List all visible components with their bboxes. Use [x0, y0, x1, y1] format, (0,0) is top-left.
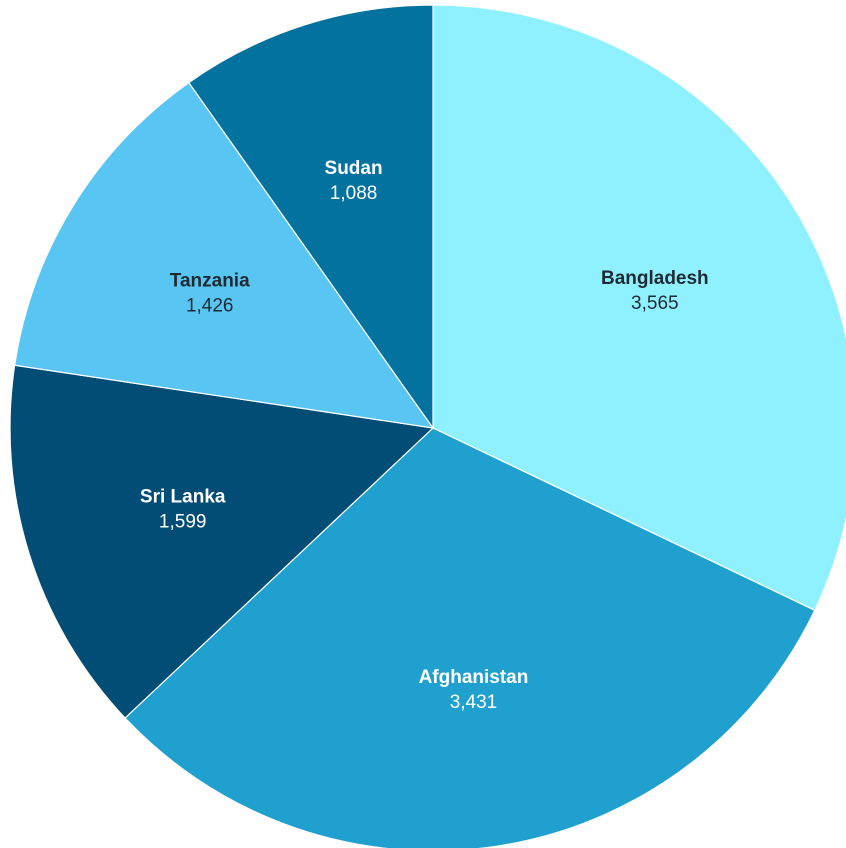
pie-slice-afghanistan — [124, 427, 816, 848]
slice-label-sri-lanka: Sri Lanka — [140, 486, 226, 507]
pie-labels: Bangladesh 3,565 Afghanistan 3,431 Sri Lanka… — [140, 158, 709, 713]
slice-value-afghanistan: 3,431 — [450, 692, 498, 713]
slice-label-afghanistan: Afghanistan — [419, 667, 529, 688]
slice-value-sudan: 1,088 — [330, 183, 378, 204]
slice-label-sudan: Sudan — [325, 158, 383, 179]
pie-slice-tanzania — [13, 81, 435, 429]
pie-slices — [9, 4, 846, 848]
pie-slice-bangladesh — [432, 4, 846, 612]
slice-value-bangladesh: 3,565 — [631, 293, 679, 314]
pie-slice-sri-lanka — [9, 364, 435, 719]
slice-label-tanzania: Tanzania — [170, 270, 250, 291]
slice-value-sri-lanka: 1,599 — [159, 511, 207, 532]
pie-slice-sudan — [187, 4, 434, 430]
slice-value-tanzania: 1,426 — [186, 295, 234, 316]
slice-label-bangladesh: Bangladesh — [601, 268, 709, 289]
